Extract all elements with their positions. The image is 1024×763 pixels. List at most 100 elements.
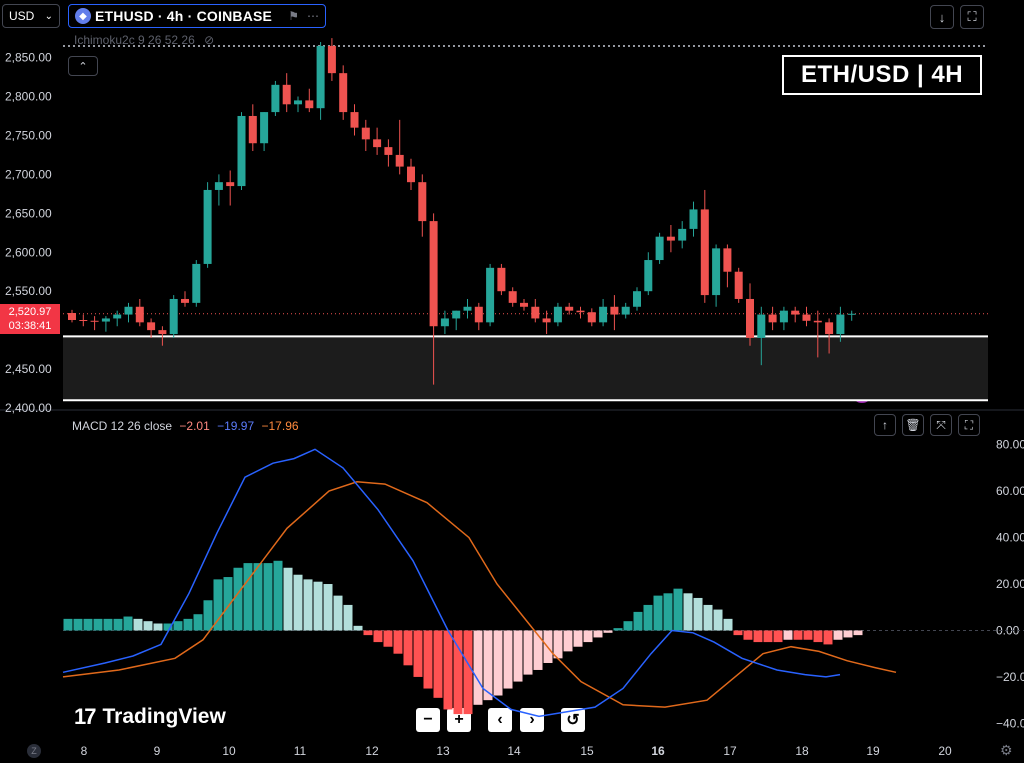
candle-body — [90, 320, 99, 322]
macd-histogram-bar — [483, 630, 493, 701]
move-pane-up-button[interactable]: ↑ — [874, 414, 896, 436]
maximize-pane-button[interactable]: ⛶ — [958, 414, 980, 436]
chevron-right-icon: › — [529, 711, 535, 728]
macd-histogram-bar — [293, 574, 303, 631]
macd-histogram-bar — [263, 563, 273, 631]
macd-hist-value: −2.01 — [179, 419, 210, 433]
macd-histogram-bar — [283, 567, 293, 631]
macd-histogram-bar — [653, 595, 663, 631]
candle-body — [802, 314, 811, 321]
candle-body — [158, 330, 167, 335]
time-axis-tick: 19 — [866, 744, 880, 758]
candle-body — [147, 322, 156, 331]
candle-body — [644, 260, 653, 292]
candle-body — [169, 298, 178, 335]
macd-histogram-bar — [143, 621, 153, 631]
macd-histogram-bar — [403, 630, 413, 666]
macd-histogram-bar — [373, 630, 383, 643]
macd-axis-tick: −40.00 — [996, 716, 1024, 730]
currency-selector[interactable]: USD ⌄ — [2, 4, 60, 28]
macd-histogram-bar — [173, 621, 183, 631]
time-axis-tick: 9 — [154, 744, 161, 758]
price-axis-tick: 2,750.00 — [5, 128, 52, 142]
macd-axis-tick: 80.00 — [996, 438, 1024, 452]
candle-body — [316, 45, 325, 109]
macd-histogram-bar — [633, 611, 643, 631]
time-axis-tick: 20 — [938, 744, 952, 758]
macd-histogram-bar — [343, 604, 353, 631]
macd-histogram-bar — [133, 618, 143, 631]
macd-histogram-bar — [623, 621, 633, 631]
candle-body — [712, 248, 721, 296]
macd-histogram-bar — [123, 616, 133, 631]
ethereum-icon: ◆ — [75, 8, 91, 24]
macd-histogram-bar — [463, 630, 473, 715]
candle-body — [271, 84, 280, 113]
time-axis-tick: 8 — [81, 744, 88, 758]
macd-histogram-bar — [163, 623, 173, 631]
candle-body — [576, 310, 585, 313]
brand-name: TradingView — [102, 705, 226, 728]
macd-axis-tick: −20.00 — [996, 670, 1024, 684]
candle-body — [79, 320, 88, 322]
macd-histogram-bar — [393, 630, 403, 654]
macd-histogram-bar — [443, 630, 453, 710]
macd-histogram-bar — [683, 593, 693, 631]
macd-histogram-bar — [323, 584, 333, 631]
price-axis-tick: 2,600.00 — [5, 245, 52, 259]
current-price-value: 2,520.97 — [8, 306, 52, 318]
macd-histogram-bar — [833, 630, 843, 640]
macd-axis-tick: 60.00 — [996, 484, 1024, 498]
candle-body — [633, 291, 641, 307]
candle-body — [474, 306, 483, 323]
candle-body — [497, 267, 506, 292]
indicator-label: Ichimoku2c 9 26 52 26 — [74, 33, 195, 47]
candle-body — [350, 112, 359, 128]
chevron-up-icon: ⌃ — [78, 60, 88, 73]
candle-body — [361, 127, 370, 140]
candle-body — [181, 298, 189, 303]
timezone-icon[interactable]: Z — [27, 744, 41, 758]
collapse-legend-button[interactable]: ⌃ — [68, 56, 98, 76]
macd-histogram-bar — [233, 567, 243, 631]
fullscreen-button[interactable]: ⛶ — [960, 5, 984, 29]
macd-histogram-bar — [73, 618, 83, 631]
candle-body — [463, 306, 472, 311]
chevron-left-icon: ‹ — [497, 711, 503, 728]
macd-histogram-bar — [773, 630, 783, 643]
time-axis-tick: 12 — [365, 744, 379, 758]
candle-body — [746, 298, 754, 338]
macd-histogram-bar — [333, 595, 343, 631]
symbol-selector[interactable]: ◆ ETHUSD · 4h · COINBASE ⚑ ⋯ — [68, 4, 326, 28]
candle-body — [237, 115, 246, 187]
collapse-pane-button[interactable]: ⤧ — [930, 414, 952, 436]
flag-icon[interactable]: ⚑ — [288, 9, 299, 23]
candle-body — [791, 310, 800, 315]
macd-histogram-bar — [553, 630, 563, 659]
macd-histogram-bar — [273, 560, 283, 631]
zoom-out-button[interactable]: − — [416, 708, 440, 732]
more-icon[interactable]: ⋯ — [307, 9, 319, 23]
price-axis-tick: 2,850.00 — [5, 51, 52, 65]
macd-histogram-bar — [313, 581, 323, 631]
settings-gear-icon[interactable]: ⚙ — [1000, 742, 1013, 758]
hide-eye-icon[interactable]: ⊘ — [204, 33, 215, 47]
chart-title-box: ETH/USD | 4H — [782, 55, 982, 95]
macd-histogram-bar — [563, 630, 573, 652]
time-axis-tick: 16 — [651, 744, 665, 758]
macd-histogram-bar — [793, 630, 803, 640]
candle-body — [768, 314, 777, 323]
candle-body — [68, 312, 76, 321]
candle-body — [520, 302, 528, 307]
macd-histogram-bar — [223, 577, 233, 631]
scroll-left-button[interactable]: ‹ — [488, 708, 512, 732]
macd-axis-tick: 40.00 — [996, 531, 1024, 545]
maximize-icon: ⛶ — [964, 417, 974, 432]
download-button[interactable]: ↓ — [930, 5, 954, 29]
macd-name: MACD 12 26 close — [72, 419, 173, 433]
macd-histogram-bar — [573, 630, 583, 647]
macd-histogram-bar — [433, 630, 443, 698]
delete-pane-button[interactable]: 🗑 — [902, 414, 924, 436]
macd-histogram-bar — [413, 630, 423, 677]
